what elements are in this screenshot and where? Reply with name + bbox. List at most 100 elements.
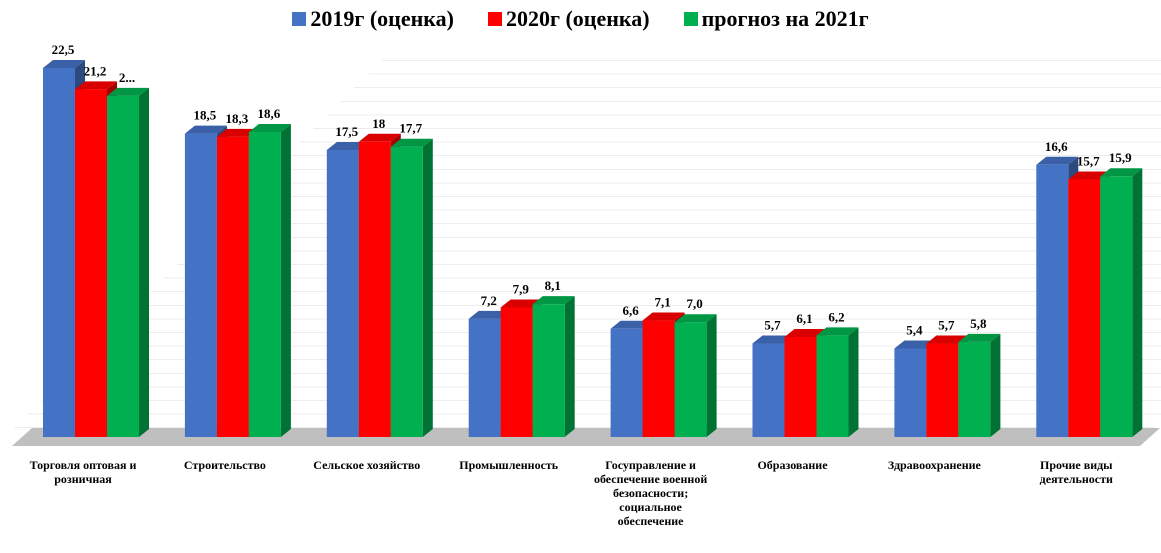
bar (248, 131, 281, 437)
data-label: 8,1 (545, 278, 561, 293)
floor (12, 428, 1160, 446)
data-label: 22,5 (52, 42, 75, 57)
bar (1068, 179, 1101, 437)
bar-top (642, 312, 685, 321)
bar-side (990, 333, 1001, 437)
legend: 2019г (оценка) 2020г (оценка) прогноз на 2… (0, 6, 1161, 32)
legend-item: прогноз на 2021г (683, 6, 869, 32)
bar (184, 133, 217, 437)
data-label: 5,8 (970, 316, 987, 331)
bar (358, 141, 391, 438)
bar (500, 307, 533, 437)
legend-swatch (683, 12, 698, 26)
bar (326, 150, 359, 437)
bar-side (564, 296, 575, 437)
bar-top (894, 340, 937, 349)
bar (532, 304, 565, 437)
bar-top (216, 128, 259, 137)
bar-top (752, 335, 795, 344)
bar-top (926, 335, 969, 344)
bar-top (610, 320, 653, 329)
data-label: 5,4 (906, 322, 923, 337)
data-label: 5,7 (938, 318, 955, 333)
bar (816, 335, 849, 437)
legend-item: 2020г (оценка) (487, 6, 650, 32)
x-tick-label: Строительство (183, 458, 266, 472)
legend-item: 2019г (оценка) (292, 6, 454, 32)
bar-top (43, 60, 85, 68)
bar-side (706, 314, 717, 437)
data-label: 18,3 (226, 111, 249, 126)
data-label: 2... (119, 70, 135, 85)
bar-side (1132, 168, 1143, 438)
data-label: 7,0 (686, 296, 702, 311)
bar (752, 343, 785, 437)
data-label: 5,7 (764, 318, 781, 333)
bar-top (390, 138, 433, 147)
data-label: 7,1 (654, 295, 670, 310)
bar (784, 336, 817, 437)
bar-top (107, 87, 149, 96)
data-label: 18,6 (258, 106, 281, 121)
bar (674, 322, 707, 437)
bar (926, 343, 959, 437)
data-label: 17,5 (335, 124, 358, 139)
bar-top (674, 314, 717, 323)
bar (468, 318, 501, 437)
data-label: 15,7 (1077, 154, 1100, 169)
bar-top (326, 142, 369, 150)
bar-top (500, 299, 543, 308)
bar-side (280, 123, 291, 438)
data-label: 6,2 (828, 309, 844, 324)
x-tick-label: Образование (757, 458, 828, 472)
bar-side (422, 138, 433, 437)
legend-label: 2019г (оценка) (310, 6, 454, 31)
bar-side (848, 327, 859, 437)
bar (390, 146, 423, 437)
bar (642, 320, 675, 437)
x-tick-label: Торговля оптовая и розничная (29, 458, 137, 486)
bar (43, 68, 75, 437)
legend-swatch (292, 12, 307, 26)
x-tick-label: Промышленность (459, 458, 559, 472)
data-label: 7,2 (481, 293, 497, 308)
bar (1100, 176, 1133, 438)
legend-label: 2020г (оценка) (505, 6, 650, 31)
bar-side (139, 87, 149, 437)
data-label: 6,1 (796, 311, 812, 326)
data-label: 18 (372, 116, 386, 131)
bar-top (958, 333, 1001, 342)
bar-top (1068, 171, 1111, 180)
bar-top (468, 310, 511, 319)
data-label: 6,6 (622, 303, 639, 318)
bar-top (816, 327, 859, 336)
bar-top (75, 81, 117, 90)
data-label: 17,7 (399, 121, 422, 136)
data-label: 21,2 (84, 63, 107, 78)
bar-top (784, 328, 827, 337)
bar (610, 328, 643, 437)
x-tick-label: Госуправление и обеспечение военной безо… (593, 458, 708, 528)
x-tick-label: Сельское хозяйство (313, 458, 421, 472)
bar (216, 136, 249, 437)
data-label: 7,9 (513, 281, 530, 296)
data-label: 18,5 (194, 108, 217, 123)
bar-top (358, 133, 401, 142)
bar-top (1036, 156, 1079, 165)
x-tick-label: Прочие виды деятельности (1039, 458, 1113, 486)
data-label: 15,9 (1109, 150, 1132, 165)
bar (107, 95, 139, 437)
legend-label: прогноз на 2021г (701, 6, 869, 31)
bar (75, 89, 107, 437)
bar-top (248, 123, 291, 132)
bar (894, 348, 927, 437)
bar (1036, 164, 1069, 437)
bar-top (184, 125, 227, 134)
bar-top (1100, 168, 1143, 177)
data-label: 16,6 (1045, 139, 1068, 154)
bar (958, 341, 991, 437)
bar-top (532, 296, 575, 305)
x-tick-label: Здравоохранение (887, 458, 981, 472)
